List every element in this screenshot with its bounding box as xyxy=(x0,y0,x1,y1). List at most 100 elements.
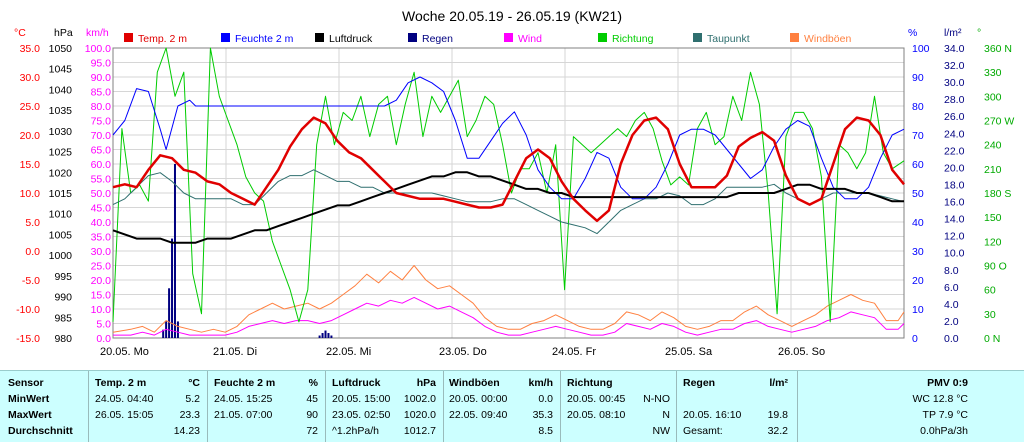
tick-label: -10.0 xyxy=(16,304,40,316)
tick-label: 100.0 xyxy=(85,43,111,55)
tick-label: 70.0 xyxy=(91,130,112,142)
cell-time: Gesamt: xyxy=(683,425,723,437)
cell-value: 35.3 xyxy=(532,409,553,421)
table-divider xyxy=(797,371,798,442)
tick-label: 985 xyxy=(54,312,72,324)
cell-value: N xyxy=(662,409,670,421)
tick-label: 1050 xyxy=(49,43,73,55)
tick-label: 100 xyxy=(912,43,930,55)
legend-label: Richtung xyxy=(612,33,654,45)
plot-grid xyxy=(112,47,905,339)
day-label: 26.05. So xyxy=(778,346,825,358)
tick-label: 50.0 xyxy=(91,188,112,200)
cell-pmv: TP 7.9 °C xyxy=(922,409,968,421)
tick-label: 80 xyxy=(912,101,924,113)
cell-value: 1020.0 xyxy=(403,409,436,421)
cell-value: 8.5 xyxy=(538,425,553,437)
tick-label: 12.0 xyxy=(944,231,965,243)
cell-value: N-NO xyxy=(643,393,670,405)
tick-label: 5.0 xyxy=(25,217,40,229)
table-divider xyxy=(560,371,561,442)
tick-label: 0 xyxy=(912,333,918,345)
tick-label: 1030 xyxy=(49,126,73,138)
tick-label: 60.0 xyxy=(91,159,112,171)
cell-time: 20.05. 15:00 xyxy=(332,393,391,405)
tick-label: 210 xyxy=(984,164,1002,176)
legend-swatch xyxy=(221,33,230,42)
cell-value: 1012.7 xyxy=(403,425,436,437)
cell-time: 24.05. 04:40 xyxy=(95,393,154,405)
axis-unit: °C xyxy=(14,27,26,39)
tick-label: 60 xyxy=(984,285,996,297)
tick-label: 1020 xyxy=(49,167,73,179)
day-labels: 20.05. Mo 21.05. Di 22.05. Mi 23.05. Do 24.0… xyxy=(100,346,825,358)
tick-label: 80.0 xyxy=(91,101,112,113)
cell-time: 23.05. 02:50 xyxy=(332,409,391,421)
cell-time: 20.05. 00:00 xyxy=(449,393,508,405)
wind-line xyxy=(113,296,905,336)
tick-label: 10.0 xyxy=(91,304,112,316)
gusts-line xyxy=(112,265,905,333)
plot-border xyxy=(112,47,905,339)
cell-value: 1002.0 xyxy=(403,393,436,405)
tick-label: 90 O xyxy=(984,261,1007,273)
cell-value: 0.0 xyxy=(538,393,553,405)
tick-label: 20.0 xyxy=(20,130,41,142)
legend-label: Wind xyxy=(518,33,542,45)
tick-label: -15.0 xyxy=(16,333,40,345)
legend-swatch xyxy=(408,33,417,42)
tick-label: 300 xyxy=(984,91,1002,103)
tick-label: 980 xyxy=(54,333,72,345)
tick-label: 15.0 xyxy=(91,290,112,302)
cell-pmv: 0.0hPa/3h xyxy=(920,425,968,437)
tick-label: 28.0 xyxy=(944,94,965,106)
tick-label: 60 xyxy=(912,159,924,171)
table-divider xyxy=(443,371,444,442)
tick-label: 15.0 xyxy=(20,159,41,171)
rain-bar xyxy=(173,164,176,338)
tick-label: 990 xyxy=(54,292,72,304)
tick-label: 26.0 xyxy=(944,111,965,123)
row-label: MinWert xyxy=(8,393,50,405)
rain-bar xyxy=(318,335,321,338)
tick-label: 75.0 xyxy=(91,116,112,128)
tick-label: 240 xyxy=(984,140,1002,152)
tick-label: 150 xyxy=(984,212,1002,224)
header-unit: % xyxy=(308,377,318,389)
tick-label: 50 xyxy=(912,188,924,200)
day-label: 24.05. Fr xyxy=(552,346,596,358)
rain-bar xyxy=(330,335,333,338)
tick-label: 85.0 xyxy=(91,87,112,99)
tick-label: 10.0 xyxy=(20,188,41,200)
cell-value: 90 xyxy=(306,409,318,421)
temperature-line xyxy=(112,116,905,223)
legend-label: Luftdruck xyxy=(329,33,373,45)
tick-label: 32.0 xyxy=(944,60,965,72)
day-label: 23.05. Do xyxy=(439,346,487,358)
tick-label: 65.0 xyxy=(91,145,112,157)
header-unit: l/m² xyxy=(769,377,788,389)
day-label: 25.05. Sa xyxy=(665,346,713,358)
day-label: 21.05. Di xyxy=(213,346,257,358)
table-divider xyxy=(207,371,208,442)
legend-label: Taupunkt xyxy=(707,33,750,45)
rain-bar xyxy=(321,333,324,338)
cell-time: 20.05. 00:45 xyxy=(567,393,626,405)
right-axes: 100908070605040302010034.032.030.028.026… xyxy=(912,43,1014,345)
legend: Temp. 2 m Feuchte 2 m Luftdruck Regen Wind Ri… xyxy=(124,33,851,45)
axis-unit: km/h xyxy=(86,27,109,39)
dewpoint-line xyxy=(112,169,905,235)
tick-label: 995 xyxy=(54,271,72,283)
header-unit: hPa xyxy=(416,377,436,389)
cell-time: ^1.2hPa/h xyxy=(332,425,379,437)
tick-label: 18.0 xyxy=(944,179,965,191)
rain-bar xyxy=(162,329,165,338)
tick-label: 35.0 xyxy=(91,232,112,244)
legend-label: Windböen xyxy=(804,33,851,45)
header-unit: °C xyxy=(188,377,200,389)
cell-time: 24.05. 15:25 xyxy=(214,393,273,405)
table-divider xyxy=(325,371,326,442)
cell-time: 26.05. 15:05 xyxy=(95,409,154,421)
tick-label: 20.0 xyxy=(91,275,112,287)
tick-label: 1005 xyxy=(49,229,73,241)
